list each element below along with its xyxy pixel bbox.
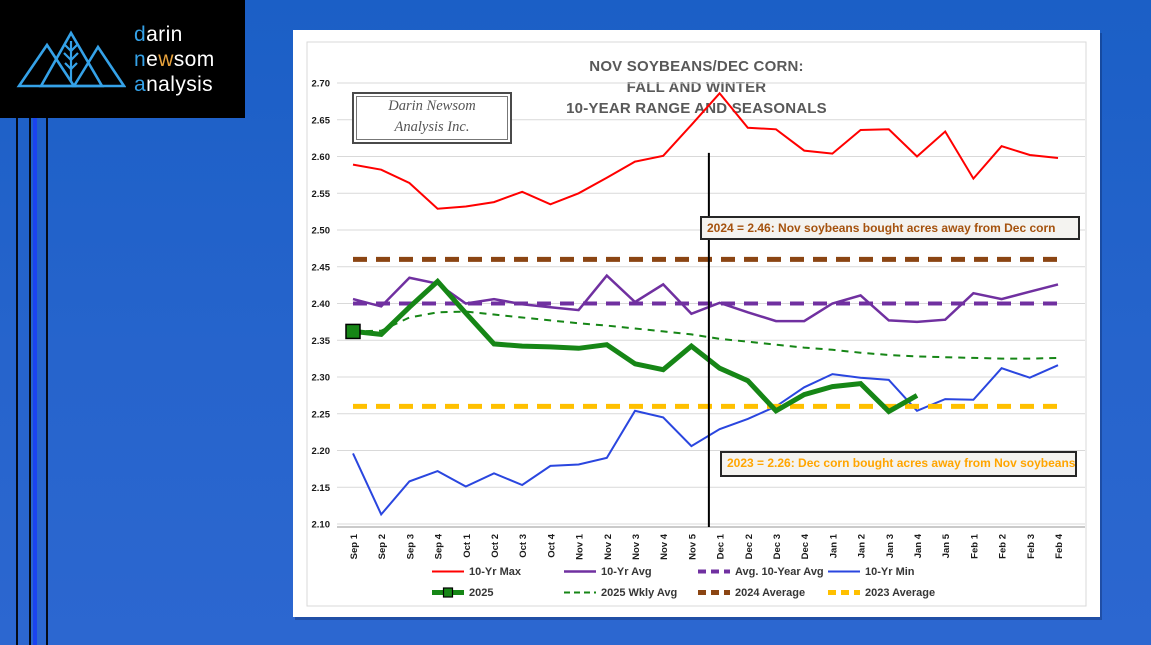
x-tick-Feb-4: Feb 4 — [1054, 533, 1065, 559]
chart-panel: NOV SOYBEANS/DEC CORN: FALL AND WINTER 1… — [293, 30, 1100, 617]
legend-item-10-yr-min: 10-Yr Min — [827, 565, 967, 578]
y-tick-2.45: 2.45 — [312, 262, 331, 273]
chart-title-line3: 10-YEAR RANGE AND SEASONALS — [566, 100, 827, 117]
annotation-2023: 2023 = 2.26: Dec corn bought acres away … — [720, 451, 1077, 477]
legend-row-2: 2025 2025 Wkly Avg 2024 Average 2023 Averag… — [431, 582, 1100, 603]
legend-swatch — [564, 570, 596, 573]
legend-label: Avg. 10-Year Avg — [735, 565, 824, 578]
x-tick-Feb-3: Feb 3 — [1026, 534, 1037, 559]
watermark-line1: Darin Newsom — [388, 98, 476, 114]
x-tick-Nov-3: Nov 3 — [631, 534, 642, 560]
logo-wordmark: darin newsom analysis — [134, 22, 215, 97]
mountains-wheat-icon — [16, 30, 126, 88]
legend-item-10-yr-max: 10-Yr Max — [431, 565, 563, 578]
x-tick-Nov-1: Nov 1 — [575, 533, 586, 560]
x-tick-Nov-4: Nov 4 — [659, 533, 670, 560]
legend-item-avg-10-year-avg: Avg. 10-Year Avg — [697, 565, 827, 578]
y-tick-2.70: 2.70 — [312, 79, 331, 90]
annotation-2024: 2024 = 2.46: Nov soybeans bought acres a… — [700, 216, 1080, 240]
legend-swatch — [432, 570, 464, 573]
x-tick-Jan-2: Jan 2 — [857, 534, 868, 558]
x-tick-Dec-4: Dec 4 — [800, 533, 811, 559]
x-tick-Feb-1: Feb 1 — [969, 533, 980, 559]
y-tick-2.10: 2.10 — [312, 520, 331, 531]
x-tick-Jan-4: Jan 4 — [913, 533, 924, 558]
legend-label: 10-Yr Max — [469, 565, 521, 578]
y-tick-2.40: 2.40 — [312, 299, 331, 310]
x-tick-Jan-5: Jan 5 — [941, 533, 952, 558]
series-10-yr-max — [352, 91, 1059, 210]
x-tick-Sep-1: Sep 1 — [349, 533, 360, 559]
legend-item-2023-average: 2023 Average — [827, 586, 967, 599]
x-tick-Feb-2: Feb 2 — [998, 534, 1009, 559]
legend-label: 2025 Wkly Avg — [601, 586, 678, 599]
legend-swatch — [564, 591, 596, 594]
y-tick-2.55: 2.55 — [312, 189, 331, 200]
background-stripe-blue — [33, 118, 37, 645]
x-tick-Sep-4: Sep 4 — [434, 533, 445, 559]
x-tick-Dec-1: Dec 1 — [716, 533, 727, 559]
plot-frame — [306, 41, 1087, 607]
background-stripe-black-2 — [29, 118, 31, 645]
x-tick-Nov-2: Nov 2 — [603, 534, 614, 560]
x-tick-Sep-2: Sep 2 — [377, 534, 388, 559]
watermark-line2: Analysis Inc. — [394, 119, 470, 135]
x-tick-Oct-3: Oct 3 — [518, 534, 529, 558]
logo-line-1: darin — [134, 22, 183, 46]
x-tick-Oct-1: Oct 1 — [462, 533, 473, 557]
x-tick-Oct-4: Oct 4 — [546, 533, 557, 557]
legend-label: 2023 Average — [865, 586, 936, 599]
series-2025-wkly-avg — [352, 310, 1059, 360]
legend-swatch — [432, 587, 464, 598]
y-tick-2.65: 2.65 — [312, 115, 331, 126]
y-tick-2.25: 2.25 — [312, 409, 331, 420]
legend-label: 2024 Average — [735, 586, 806, 599]
y-tick-2.15: 2.15 — [312, 483, 331, 494]
x-tick-Sep-3: Sep 3 — [405, 534, 416, 559]
y-tick-2.35: 2.35 — [312, 336, 331, 347]
watermark-box: Darin Newsom Analysis Inc. — [352, 92, 512, 144]
y-tick-2.50: 2.50 — [312, 226, 331, 237]
legend-label: 2025 — [469, 586, 494, 599]
x-tick-Dec-2: Dec 2 — [744, 534, 755, 559]
legend-swatch — [828, 590, 860, 595]
x-tick-Dec-3: Dec 3 — [772, 534, 783, 559]
series-10-yr-avg — [352, 273, 1059, 324]
series-10-yr-min — [352, 364, 1059, 517]
legend-swatch — [828, 570, 860, 573]
x-tick-Oct-2: Oct 2 — [490, 534, 501, 558]
legend-item-10-yr-avg: 10-Yr Avg — [563, 565, 697, 578]
y-tick-2.30: 2.30 — [312, 373, 331, 384]
line-chart: 2.70 2.65 2.60 2.55 2.50 2.45 2.40 2.35 2.30 2.25… — [306, 41, 1087, 607]
x-tick-Jan-3: Jan 3 — [885, 534, 896, 558]
legend-swatch — [698, 569, 730, 574]
brand-logo: darin newsom analysis — [0, 0, 245, 118]
series-2025 — [352, 277, 919, 415]
legend-item-2025-wkly-avg: 2025 Wkly Avg — [563, 586, 697, 599]
chart-title-line1: NOV SOYBEANS/DEC CORN: — [589, 58, 804, 75]
legend-label: 10-Yr Avg — [601, 565, 652, 578]
x-tick-Jan-1: Jan 1 — [828, 533, 839, 558]
legend-item-2025: 2025 — [431, 586, 563, 599]
series-2025-start-marker — [345, 323, 361, 340]
y-tick-2.20: 2.20 — [312, 446, 331, 457]
logo-line-3: analysis — [134, 72, 214, 96]
legend-row-1: 10-Yr Max 10-Yr Avg Avg. 10-Year Avg 10-Yr … — [431, 561, 1100, 582]
legend-label: 10-Yr Min — [865, 565, 915, 578]
background-stripe-black-1 — [16, 118, 18, 645]
legend-item-2024-average: 2024 Average — [697, 586, 827, 599]
legend-swatch — [698, 590, 730, 595]
logo-line-2: newsom — [134, 47, 215, 71]
background-stripe-black-3 — [46, 118, 48, 645]
chart-legend: 10-Yr Max 10-Yr Avg Avg. 10-Year Avg 10-Yr … — [293, 561, 1100, 603]
x-tick-Nov-5: Nov 5 — [687, 533, 698, 560]
y-tick-2.60: 2.60 — [312, 152, 331, 163]
